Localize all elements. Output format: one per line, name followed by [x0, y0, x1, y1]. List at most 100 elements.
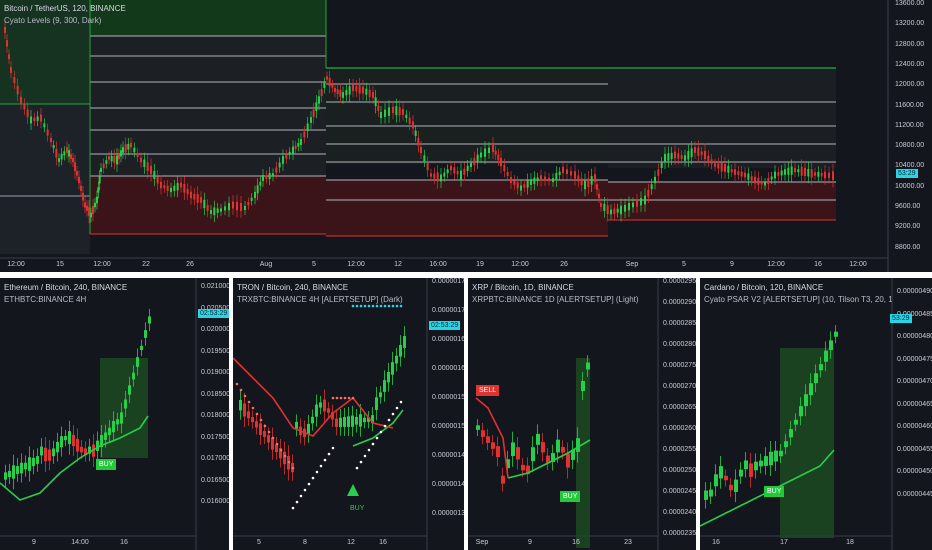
candle [824, 350, 828, 362]
candle [828, 172, 830, 178]
candle [76, 171, 78, 176]
candle [606, 205, 609, 215]
candle [750, 176, 753, 181]
y-tick-label: 11200.00 [895, 121, 924, 129]
candle [30, 116, 32, 124]
candle [546, 455, 550, 463]
candle [94, 202, 96, 208]
candle [581, 380, 585, 392]
candle [374, 97, 377, 107]
y-tick-label: 0.00000455 [897, 445, 932, 453]
candle [113, 155, 116, 163]
candle [398, 107, 401, 116]
candle [16, 466, 19, 474]
eth-chart-canvas[interactable] [0, 278, 229, 550]
vertical-divider-3 [696, 278, 700, 550]
candle [140, 157, 142, 163]
trx-chart-panel[interactable]: TRON / Bitcoin, 240, BINANCE TRXBTC:BINA… [233, 278, 464, 550]
candle [794, 419, 798, 425]
candle [80, 185, 82, 191]
candle [817, 171, 820, 177]
candle [551, 453, 555, 463]
ada-chart-panel[interactable]: Cardano / Bitcoin, 120, BINANCE Cyato PS… [700, 278, 932, 550]
candle [494, 150, 497, 155]
candle [98, 176, 101, 184]
candle [130, 142, 132, 148]
candle [331, 84, 334, 88]
candle [384, 109, 386, 117]
y-tick-label: 0.00000465 [897, 400, 932, 408]
trend-line [475, 397, 509, 479]
trx-chart-canvas[interactable] [233, 278, 464, 550]
candle [271, 437, 274, 450]
candle [247, 202, 250, 206]
candle [714, 474, 718, 487]
candle [412, 121, 414, 129]
candle [510, 177, 512, 183]
candle [320, 89, 323, 97]
x-tick-label: 12:00 [7, 261, 25, 268]
candle [492, 144, 494, 152]
candle [644, 195, 646, 205]
candle [160, 181, 162, 189]
candle [503, 164, 506, 172]
candle [594, 174, 596, 182]
candle [132, 372, 135, 380]
candle [10, 67, 12, 73]
candle [8, 54, 10, 59]
price-badge: 02:53:29 [429, 321, 461, 330]
btc-chart-canvas[interactable] [0, 0, 932, 272]
candle [610, 209, 612, 215]
psar-dot [327, 452, 331, 456]
candle [148, 316, 151, 324]
candle [343, 417, 346, 427]
candle [70, 154, 72, 160]
candle [339, 90, 342, 97]
candle [275, 167, 278, 173]
candle [577, 175, 580, 182]
candle [186, 189, 189, 195]
indicator-label: XRPBTC:BINANCE 1D [ALERTSETUP] (Light) [472, 295, 639, 304]
candle [295, 421, 298, 429]
candle [166, 185, 169, 191]
candle [334, 87, 336, 93]
candle [146, 162, 149, 172]
candle [336, 89, 339, 95]
candle [140, 345, 143, 351]
candle [90, 212, 92, 218]
main-chart-panel[interactable]: Bitcoin / TetherUS, 120, BINANCE Cyato L… [0, 0, 932, 272]
xrp-chart-canvas[interactable] [468, 278, 696, 550]
candle [136, 153, 139, 157]
x-tick-label: 16 [814, 261, 822, 268]
candle [829, 340, 833, 351]
candle [744, 172, 746, 178]
candle [463, 168, 466, 175]
candle [307, 423, 310, 434]
candle [331, 412, 334, 420]
candle [347, 416, 350, 427]
candle [820, 172, 823, 177]
eth-chart-panel[interactable]: Ethereum / Bitcoin, 240, BINANCE ETHBTC:… [0, 278, 229, 550]
candle [555, 172, 558, 181]
candle [807, 168, 810, 177]
candle [16, 85, 19, 95]
psar-dot [359, 304, 363, 308]
vertical-divider-2 [464, 278, 468, 550]
trend-line [352, 409, 404, 447]
candle [787, 167, 790, 175]
candle [243, 403, 246, 417]
candle [66, 147, 68, 153]
x-tick-label: Sep [475, 539, 489, 546]
candle [650, 184, 653, 190]
xrp-chart-panel[interactable]: XRP / Bitcoin, 1D, BINANCE XRPBTC:BINANC… [468, 278, 696, 550]
candle [541, 442, 545, 453]
trend-line [233, 357, 394, 437]
candle [265, 175, 268, 179]
candle [727, 165, 730, 173]
x-tick-label: Sep [625, 261, 639, 268]
candle [789, 429, 793, 438]
candle [6, 40, 8, 47]
candle [674, 151, 676, 159]
candle [526, 465, 530, 475]
candle [315, 404, 318, 417]
